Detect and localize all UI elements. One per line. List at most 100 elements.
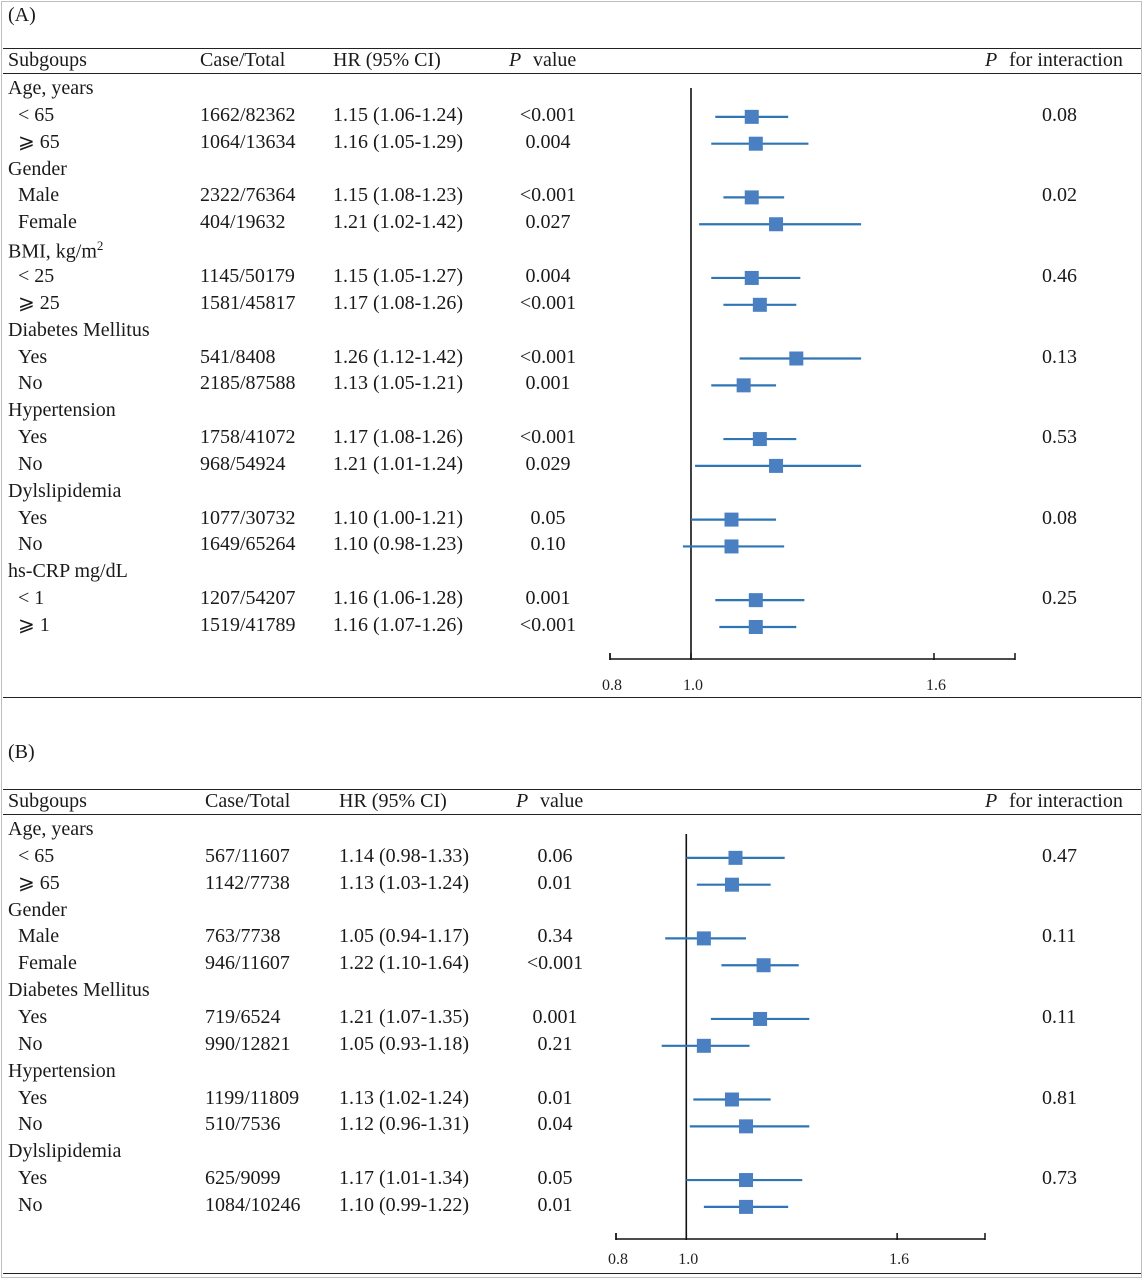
group-label-text: BMI, kg/m bbox=[8, 240, 97, 263]
p-value-cell: 0.01 bbox=[537, 1086, 573, 1109]
p-value-cell: 0.34 bbox=[537, 925, 573, 948]
case-total-cell: 404/19632 bbox=[200, 211, 286, 234]
hr-marker bbox=[744, 270, 759, 285]
case-total-cell: 763/7738 bbox=[205, 925, 281, 948]
p-value-cell: <0.001 bbox=[519, 103, 577, 126]
case-total-cell: 2322/76364 bbox=[200, 184, 296, 207]
header-p-italic: P bbox=[516, 790, 529, 812]
hr-ci-cell: 1.15 (1.06-1.24) bbox=[333, 103, 463, 126]
header-subgroups: Subgoups bbox=[8, 790, 87, 812]
header-pint-italic: P bbox=[985, 49, 998, 71]
case-total-cell: 946/11607 bbox=[205, 952, 290, 975]
hr-marker bbox=[728, 850, 743, 865]
row-label: No bbox=[18, 1113, 43, 1136]
p-value-cell: <0.001 bbox=[526, 952, 584, 975]
row-label: ⩾ 25 bbox=[18, 291, 60, 314]
case-total-cell: 719/6524 bbox=[205, 1005, 281, 1028]
hr-marker bbox=[756, 958, 771, 973]
group-label: Gender bbox=[8, 157, 67, 180]
case-total-cell: 1199/11809 bbox=[205, 1086, 300, 1109]
hr-ci-cell: 1.16 (1.06-1.28) bbox=[333, 587, 463, 610]
hr-ci-cell: 1.13 (1.02-1.24) bbox=[339, 1086, 469, 1109]
x-tick-label: 1.6 bbox=[926, 677, 946, 694]
table-bottom-rule bbox=[3, 1273, 1141, 1274]
p-value-cell: 0.004 bbox=[525, 130, 571, 153]
p-interaction-cell: 0.08 bbox=[1042, 103, 1077, 126]
case-total-cell: 968/54924 bbox=[200, 452, 286, 475]
case-total-cell: 625/9099 bbox=[205, 1167, 281, 1190]
p-interaction-cell: 0.53 bbox=[1042, 426, 1077, 449]
hr-marker bbox=[724, 877, 739, 892]
hr-marker bbox=[769, 458, 784, 473]
row-label: No bbox=[18, 452, 43, 475]
header-case-total: Case/Total bbox=[205, 790, 291, 812]
hr-marker bbox=[752, 432, 767, 447]
row-label: Yes bbox=[18, 1086, 48, 1109]
hr-marker bbox=[724, 539, 739, 554]
group-label: Gender bbox=[8, 898, 67, 921]
case-total-cell: 2185/87588 bbox=[200, 372, 296, 395]
p-value-cell: 0.05 bbox=[537, 1167, 573, 1190]
hr-marker bbox=[739, 1199, 754, 1214]
hr-ci-cell: 1.21 (1.01-1.24) bbox=[333, 452, 463, 475]
group-label-sup: 2 bbox=[96, 238, 104, 254]
group-label: Dylslipidemia bbox=[8, 479, 122, 502]
p-value-cell: 0.027 bbox=[525, 211, 571, 234]
hr-ci-cell: 1.05 (0.94-1.17) bbox=[339, 925, 469, 948]
p-interaction-cell: 0.08 bbox=[1042, 506, 1077, 529]
p-value-cell: 0.01 bbox=[537, 871, 573, 894]
header-p-value: value bbox=[540, 790, 584, 812]
hr-marker bbox=[789, 351, 804, 366]
panel-label: (B) bbox=[8, 741, 35, 763]
header-pint-italic: P bbox=[985, 790, 998, 812]
hr-ci-cell: 1.17 (1.08-1.26) bbox=[333, 426, 463, 449]
p-value-cell: 0.04 bbox=[537, 1113, 573, 1136]
row-label: Yes bbox=[18, 1167, 48, 1190]
group-label: Diabetes Mellitus bbox=[8, 318, 150, 341]
p-interaction-cell: 0.11 bbox=[1042, 1005, 1077, 1028]
group-label: Diabetes Mellitus bbox=[8, 979, 150, 1002]
group-label: BMI, kg/m2 bbox=[8, 239, 103, 262]
hr-ci-cell: 1.26 (1.12-1.42) bbox=[333, 345, 463, 368]
header-bottom-rule bbox=[3, 73, 1141, 74]
p-value-cell: 0.10 bbox=[530, 533, 566, 556]
header-top-rule bbox=[3, 48, 1141, 49]
p-value-cell: 0.05 bbox=[530, 506, 566, 529]
row-label: < 65 bbox=[18, 844, 55, 867]
x-tick-label: 1.0 bbox=[678, 1251, 698, 1268]
p-value-cell: 0.004 bbox=[525, 264, 571, 287]
row-label: No bbox=[18, 1032, 43, 1055]
case-total-cell: 1758/41072 bbox=[200, 426, 296, 449]
hr-ci-cell: 1.21 (1.02-1.42) bbox=[333, 211, 463, 234]
hr-ci-cell: 1.12 (0.96-1.31) bbox=[339, 1113, 469, 1136]
case-total-cell: 1084/10246 bbox=[205, 1193, 301, 1216]
hr-marker bbox=[696, 1038, 711, 1053]
row-label: Yes bbox=[18, 426, 48, 449]
row-label: ⩾ 65 bbox=[18, 130, 60, 153]
hr-marker bbox=[744, 109, 759, 124]
row-label: Yes bbox=[18, 1005, 48, 1028]
hr-ci-cell: 1.10 (0.98-1.23) bbox=[333, 533, 463, 556]
row-label: < 25 bbox=[18, 264, 55, 287]
hr-ci-cell: 1.05 (0.93-1.18) bbox=[339, 1032, 469, 1055]
group-label: Age, years bbox=[8, 818, 94, 840]
row-label: ⩾ 1 bbox=[18, 614, 50, 636]
x-tick-label: 0.8 bbox=[602, 677, 622, 694]
row-label: Male bbox=[18, 184, 60, 207]
hr-ci-cell: 1.17 (1.08-1.26) bbox=[333, 291, 463, 314]
row-label: < 65 bbox=[18, 103, 55, 126]
hr-ci-cell: 1.22 (1.10-1.64) bbox=[339, 952, 469, 975]
hr-ci-cell: 1.17 (1.01-1.34) bbox=[339, 1167, 469, 1190]
header-top-rule bbox=[3, 789, 1141, 790]
hr-ci-cell: 1.10 (1.00-1.21) bbox=[333, 506, 463, 529]
panel-label: (A) bbox=[8, 4, 36, 26]
row-label: No bbox=[18, 372, 43, 395]
p-value-cell: <0.001 bbox=[519, 345, 577, 368]
header-p-interaction: for interaction bbox=[1009, 790, 1123, 812]
hr-marker bbox=[752, 297, 767, 312]
header-hr: HR (95% CI) bbox=[339, 790, 447, 812]
hr-marker bbox=[744, 190, 759, 205]
p-value-cell: 0.001 bbox=[525, 372, 571, 395]
p-value-cell: 0.06 bbox=[537, 844, 573, 867]
p-interaction-cell: 0.25 bbox=[1042, 587, 1077, 610]
